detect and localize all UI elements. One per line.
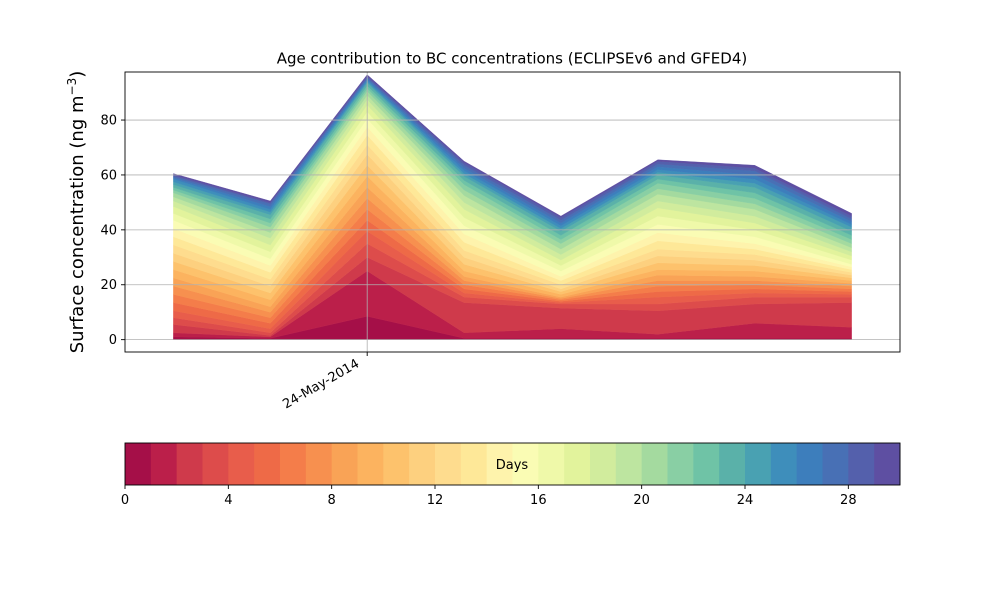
colorbar-segment-24 (745, 443, 772, 485)
colorbar: Days 0 4 8 12 16 20 24 28 (121, 442, 901, 508)
colorbar-segment-8 (331, 443, 358, 485)
colorbar-segment-20 (641, 443, 668, 485)
y-tick-label: 60 (100, 168, 117, 183)
colorbar-segment-17 (564, 443, 591, 485)
colorbar-label: Days (496, 458, 529, 473)
colorbar-segment-10 (383, 443, 410, 485)
colorbar-segment-9 (357, 443, 384, 485)
colorbar-ticks: 0 4 8 12 16 20 24 28 (121, 485, 857, 508)
colorbar-segment-4 (228, 443, 255, 485)
y-axis-ticks: 0 20 40 60 80 (100, 114, 125, 348)
colorbar-segment-25 (770, 443, 798, 485)
colorbar-segments (125, 443, 901, 485)
colorbar-segment-28 (848, 443, 875, 485)
chart-title: Age contribution to BC concentrations (E… (277, 50, 748, 68)
y-axis-label-close: ) (67, 71, 88, 78)
colorbar-frame (124, 442, 901, 486)
colorbar-segment-26 (796, 443, 823, 485)
colorbar-segment-13 (460, 443, 488, 485)
colorbar-segment-1 (150, 443, 178, 485)
y-tick-label: 0 (109, 333, 117, 348)
colorbar-segment-23 (719, 443, 746, 485)
colorbar-segment-19 (615, 443, 643, 485)
colorbar-tick-label: 20 (633, 493, 650, 508)
colorbar-tick-label: 8 (328, 493, 336, 508)
plot-frame (124, 71, 901, 353)
colorbar-tick-label: 12 (427, 493, 444, 508)
y-tick-label: 80 (100, 114, 117, 129)
grid-lines (125, 72, 900, 352)
colorbar-segment-12 (435, 443, 462, 485)
y-axis-label-superscript: −3 (65, 78, 79, 96)
colorbar-tick-label: 0 (121, 493, 129, 508)
area-layer-day-29 (173, 74, 852, 218)
colorbar-segment-15 (512, 443, 539, 485)
colorbar-segment-16 (538, 443, 565, 485)
y-axis-label-text: Surface concentration (ng m (67, 95, 88, 353)
y-axis-label: Surface concentration (ng m−3) (65, 71, 88, 354)
colorbar-tick-label: 16 (530, 493, 547, 508)
colorbar-segment-2 (176, 443, 203, 485)
stacked-area-layers (173, 74, 852, 340)
y-tick-label: 20 (100, 278, 117, 293)
colorbar-segment-29 (874, 443, 901, 485)
colorbar-segment-6 (280, 443, 307, 485)
colorbar-segment-14 (486, 443, 513, 485)
colorbar-segment-5 (254, 443, 281, 485)
colorbar-tick-label: 28 (840, 493, 857, 508)
main-chart: 0 20 40 60 80 (100, 71, 901, 356)
colorbar-tick-label: 4 (224, 493, 232, 508)
colorbar-segment-27 (822, 443, 849, 485)
colorbar-segment-18 (590, 443, 617, 485)
colorbar-segment-11 (409, 443, 436, 485)
colorbar-segment-3 (202, 443, 229, 485)
y-tick-label: 40 (100, 223, 117, 238)
colorbar-segment-0 (125, 443, 152, 485)
colorbar-tick-label: 24 (737, 493, 754, 508)
colorbar-segment-22 (693, 443, 720, 485)
colorbar-segment-7 (305, 443, 333, 485)
colorbar-segment-21 (667, 443, 694, 485)
